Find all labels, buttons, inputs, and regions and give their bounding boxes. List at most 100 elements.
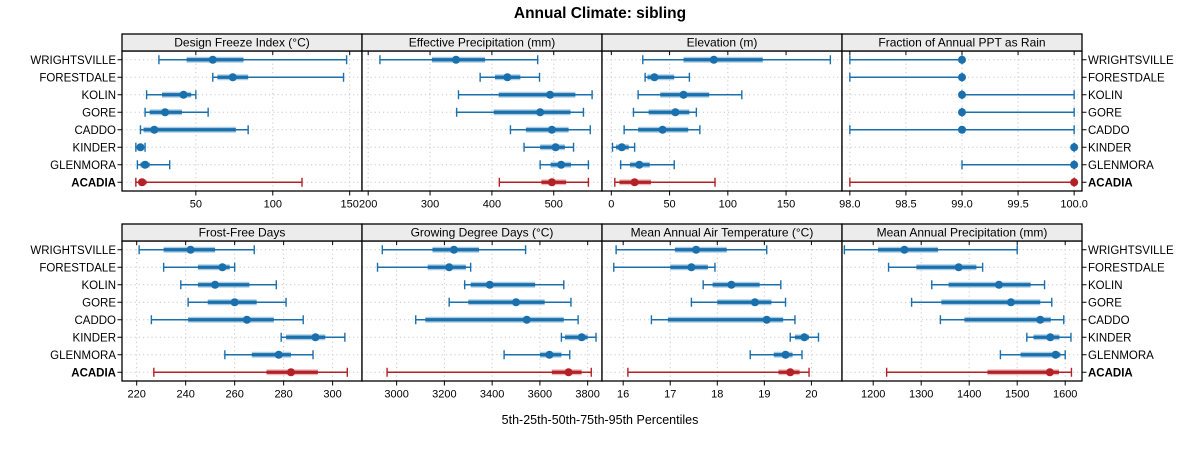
x-tick-label: 50 — [190, 199, 202, 211]
median-dot — [635, 160, 644, 169]
x-tick-label: 1300 — [909, 389, 933, 401]
x-tick-label: 500 — [545, 199, 563, 211]
median-dot — [709, 55, 718, 64]
x-tick-label: 100 — [719, 199, 737, 211]
y-axis-label-left: GLENMORA — [50, 350, 116, 362]
strip-label: Frost-Free Days — [199, 226, 286, 240]
median-dot — [503, 73, 512, 82]
median-dot — [1070, 178, 1079, 187]
median-dot — [161, 108, 170, 117]
x-tick-label: 99.0 — [951, 199, 972, 211]
median-dot — [547, 125, 556, 134]
y-axis-label-left: KINDER — [73, 142, 116, 154]
y-axis-label-right: WRIGHTSVILLE — [1088, 55, 1174, 67]
median-dot — [546, 90, 555, 99]
x-tick-label: 0 — [608, 199, 614, 211]
strip-label: Mean Annual Air Temperature (°C) — [631, 226, 814, 240]
x-tick-label: 240 — [176, 389, 194, 401]
median-dot — [727, 280, 736, 289]
y-axis-label-right: FORESTDALE — [1088, 262, 1165, 274]
median-dot — [136, 143, 145, 152]
median-dot — [536, 108, 545, 117]
y-axis-label-left: GLENMORA — [50, 160, 116, 172]
x-tick-label: 150 — [341, 199, 359, 211]
median-dot — [138, 178, 146, 187]
x-tick-label: 3400 — [480, 389, 504, 401]
y-axis-label-right: GLENMORA — [1088, 160, 1154, 172]
x-tick-label: 300 — [421, 199, 439, 211]
panel-bg — [122, 241, 362, 381]
median-dot — [311, 333, 320, 342]
median-dot — [958, 55, 966, 64]
median-dot — [286, 368, 295, 377]
axis-caption: 5th-25th-50th-75th-95th Percentiles — [501, 413, 699, 427]
median-dot — [958, 108, 966, 117]
y-axis-label-left: ACADIA — [71, 367, 116, 379]
x-tick-label: 200 — [359, 199, 377, 211]
x-tick-label: 260 — [225, 389, 243, 401]
x-tick-label: 3600 — [528, 389, 552, 401]
strip-label: Mean Annual Precipitation (mm) — [877, 226, 1048, 240]
strip-label: Effective Precipitation (mm) — [409, 36, 556, 50]
x-tick-label: 280 — [274, 389, 292, 401]
median-dot — [1051, 350, 1060, 359]
median-dot — [150, 125, 159, 134]
y-axis-label-right: FORESTDALE — [1088, 72, 1165, 84]
y-axis-label-left: GORE — [82, 297, 116, 309]
median-dot — [512, 298, 521, 307]
panel-bg — [362, 241, 602, 381]
median-dot — [545, 350, 554, 359]
y-axis-label-left: WRIGHTSVILLE — [30, 245, 116, 257]
panel-bg — [122, 51, 362, 191]
median-dot — [1070, 160, 1079, 169]
x-tick-label: 300 — [323, 389, 341, 401]
x-tick-label: 3800 — [575, 389, 599, 401]
median-dot — [522, 315, 531, 324]
median-dot — [551, 143, 560, 152]
median-dot — [230, 298, 239, 307]
median-dot — [141, 160, 150, 169]
median-dot — [449, 245, 458, 254]
median-dot — [547, 178, 556, 187]
x-tick-label: 1600 — [1053, 389, 1077, 401]
median-dot — [800, 333, 809, 342]
x-tick-label: 400 — [483, 199, 501, 211]
y-axis-label-right: CADDO — [1088, 315, 1130, 327]
median-dot — [564, 368, 573, 377]
y-axis-label-left: KOLIN — [81, 280, 116, 292]
median-dot — [679, 90, 688, 99]
x-tick-label: 17 — [664, 389, 676, 401]
median-dot — [687, 263, 696, 272]
median-dot — [958, 73, 966, 82]
y-axis-label-right: KOLIN — [1088, 280, 1123, 292]
median-dot — [1036, 315, 1045, 324]
y-axis-label-right: KINDER — [1088, 142, 1131, 154]
y-axis-label-left: GORE — [82, 107, 116, 119]
median-dot — [179, 90, 188, 99]
median-dot — [617, 143, 626, 152]
median-dot — [1070, 143, 1079, 152]
y-axis-label-right: GORE — [1088, 297, 1122, 309]
figure-title: Annual Climate: sibling — [513, 5, 687, 22]
y-axis-label-left: WRIGHTSVILLE — [30, 55, 116, 67]
median-dot — [274, 350, 283, 359]
strip-label: Growing Degree Days (°C) — [411, 226, 554, 240]
x-tick-label: 3200 — [432, 389, 456, 401]
y-axis-label-left: FORESTDALE — [39, 72, 116, 84]
x-tick-label: 98.0 — [839, 199, 860, 211]
median-dot — [1045, 368, 1054, 377]
x-tick-label: 3000 — [384, 389, 408, 401]
x-tick-label: 50 — [663, 199, 675, 211]
median-dot — [228, 73, 237, 82]
x-tick-label: 18 — [711, 389, 723, 401]
median-dot — [762, 315, 771, 324]
y-axis-label-right: ACADIA — [1088, 367, 1133, 379]
y-axis-label-left: KOLIN — [81, 90, 116, 102]
x-tick-label: 1500 — [1005, 389, 1029, 401]
y-axis-label-right: GLENMORA — [1088, 350, 1154, 362]
median-dot — [452, 55, 461, 64]
y-axis-label-right: GORE — [1088, 107, 1122, 119]
median-dot — [786, 368, 795, 377]
